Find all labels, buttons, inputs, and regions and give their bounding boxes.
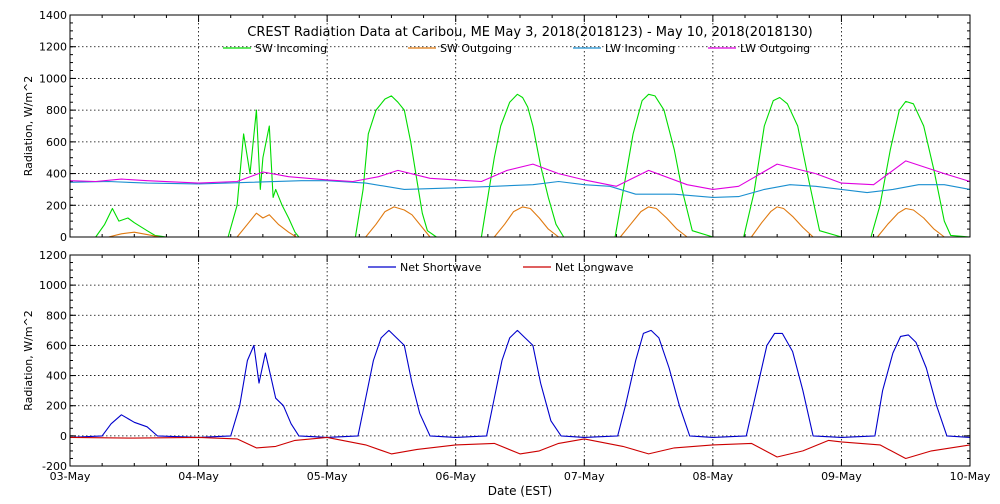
x-tick-label: 05-May: [307, 470, 348, 483]
y-tick-label: 200: [46, 199, 67, 212]
chart-title: CREST Radiation Data at Caribou, ME May …: [247, 25, 812, 40]
y-tick-label: 800: [46, 104, 67, 117]
legend-label: LW Outgoing: [740, 42, 810, 55]
x-tick-label: 06-May: [435, 470, 476, 483]
x-tick-label: 03-May: [50, 470, 91, 483]
y-tick-label: 1200: [39, 41, 67, 54]
x-tick-label: 09-May: [821, 470, 862, 483]
y-tick-label: 400: [46, 370, 67, 383]
series-line: [69, 180, 971, 198]
y-axis-label: Radiation, W/m^2: [22, 76, 35, 177]
legend-label: Net Longwave: [555, 261, 634, 274]
x-tick-label: 07-May: [564, 470, 605, 483]
y-axis-label: Radiation, W/m^2: [22, 310, 35, 411]
legend-label: LW Incoming: [605, 42, 675, 55]
x-axis-label: Date (EST): [488, 484, 552, 498]
series-line: [69, 160, 971, 190]
y-tick-label: 200: [46, 400, 67, 413]
x-tick-label: 04-May: [178, 470, 219, 483]
bottom-panel: -200 0 200 400 600 800 1000 1200 Net Shortwave Ne…: [22, 249, 991, 498]
series-line: [69, 329, 971, 438]
y-tick-label: 0: [60, 430, 67, 443]
y-tick-label: 400: [46, 168, 67, 181]
top-panel: 0 200 400 600 800 1000 1200 1400 SW Incoming SW O…: [22, 9, 971, 244]
legend-label: SW Incoming: [255, 42, 327, 55]
y-tick-label: 600: [46, 136, 67, 149]
x-tick-label: 08-May: [692, 470, 733, 483]
y-tick-label: 800: [46, 309, 67, 322]
y-tick-label: 1200: [39, 249, 67, 262]
y-tick-label: 1400: [39, 9, 67, 22]
y-tick-label: -200: [42, 460, 67, 473]
legend-label: Net Shortwave: [400, 261, 482, 274]
x-tick-label: 10-May: [950, 470, 991, 483]
legend-label: SW Outgoing: [440, 42, 512, 55]
y-tick-label: 1000: [39, 72, 67, 85]
series-line: [70, 206, 970, 238]
series-line: [70, 93, 971, 238]
y-tick-label: 0: [60, 231, 67, 244]
y-tick-label: 1000: [39, 279, 67, 292]
series-line: [69, 436, 971, 460]
plot-frame: [69, 14, 971, 238]
y-tick-label: 600: [46, 339, 67, 352]
plot-frame: [69, 254, 971, 467]
